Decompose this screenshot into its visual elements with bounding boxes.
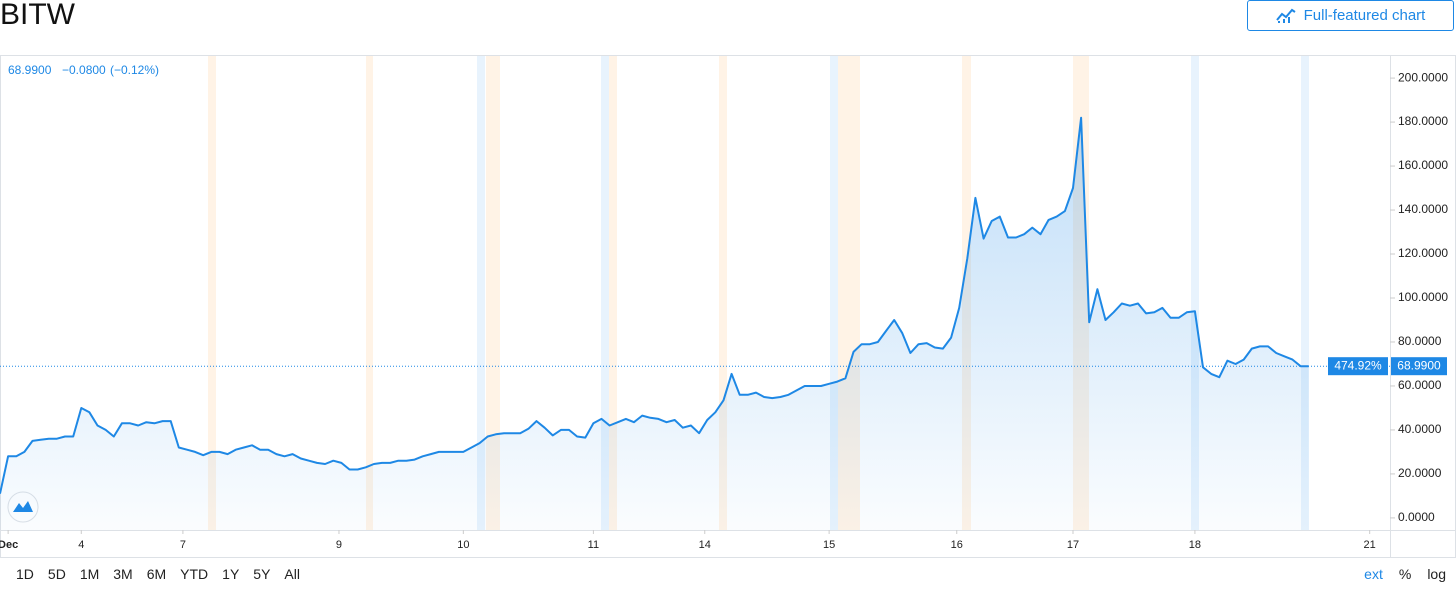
option-button[interactable]: 1D — [16, 566, 34, 582]
chart-icon — [1275, 8, 1296, 23]
range-buttons: 1D 5D 1M 3M 6M YTD 1Y 5Y All — [16, 566, 300, 582]
quote-price: 68.9900 — [8, 63, 52, 77]
x-tick-label: 9 — [336, 539, 342, 551]
option-button[interactable]: % — [1398, 566, 1412, 582]
option-button[interactable]: 1Y — [222, 566, 240, 582]
option-button[interactable]: 5D — [47, 566, 66, 582]
line — [0, 116, 1309, 494]
option-button[interactable]: YTD — [180, 566, 209, 582]
y-tick-label: 120.0000 — [1398, 246, 1448, 260]
option-button[interactable]: ext — [1364, 566, 1383, 582]
x-tick-label: 21 — [1364, 539, 1376, 551]
option-button[interactable]: 3M — [113, 566, 133, 582]
option-button[interactable]: 6M — [146, 566, 167, 582]
chart-options: ext% log — [1364, 566, 1446, 582]
full-chart-button[interactable]: Full-featured chart — [1247, 0, 1454, 31]
y-tick-label: 0.0000 — [1398, 510, 1435, 524]
y-tick-label: 60.0000 — [1398, 378, 1442, 392]
option-button[interactable]: 5Y — [253, 566, 271, 582]
quote-change: −0.0800 — [62, 63, 106, 77]
option-button[interactable]: 1M — [79, 566, 100, 582]
x-tick-label: 10 — [457, 539, 469, 551]
percent-badge — [1328, 357, 1388, 376]
x-tick-label: 11 — [588, 539, 599, 551]
x-tick-label: 4 — [78, 539, 84, 551]
option-button[interactable]: All — [284, 566, 300, 582]
x-tick-label: 7 — [180, 539, 186, 551]
x-tick-label: 16 — [951, 539, 963, 551]
price-label: 68.9900 — [1397, 358, 1441, 372]
symbol: BITW — [0, 0, 75, 31]
area — [0, 117, 1309, 530]
quote-percent: (−0.12%) — [110, 63, 159, 77]
y-tick-label: 180.0000 — [1398, 114, 1448, 128]
price-badge — [1391, 357, 1447, 376]
x-tick-label: Dec — [0, 539, 18, 551]
x-tick-label: 15 — [823, 539, 835, 551]
x-tick-label: 14 — [699, 539, 711, 551]
option-button[interactable]: log — [1427, 566, 1446, 582]
chart: 68.9900 −0.0800 (−0.12%) 0.0000 20.0000 40… — [0, 55, 1456, 558]
percent-label: 474.92% — [1334, 358, 1382, 372]
y-tick-label: 140.0000 — [1398, 202, 1448, 216]
y-tick-label: 80.0000 — [1398, 334, 1442, 348]
x-tick-label: 17 — [1067, 539, 1079, 551]
y-tick-label: 100.0000 — [1398, 290, 1448, 304]
button-label: Full-featured chart — [1303, 7, 1426, 24]
y-tick-label: 20.0000 — [1398, 466, 1442, 480]
y-tick-label: 40.0000 — [1398, 422, 1442, 436]
y-tick-label: 200.0000 — [1398, 70, 1448, 84]
y-tick-label: 160.0000 — [1398, 158, 1448, 172]
x-tick-label: 18 — [1189, 539, 1201, 551]
